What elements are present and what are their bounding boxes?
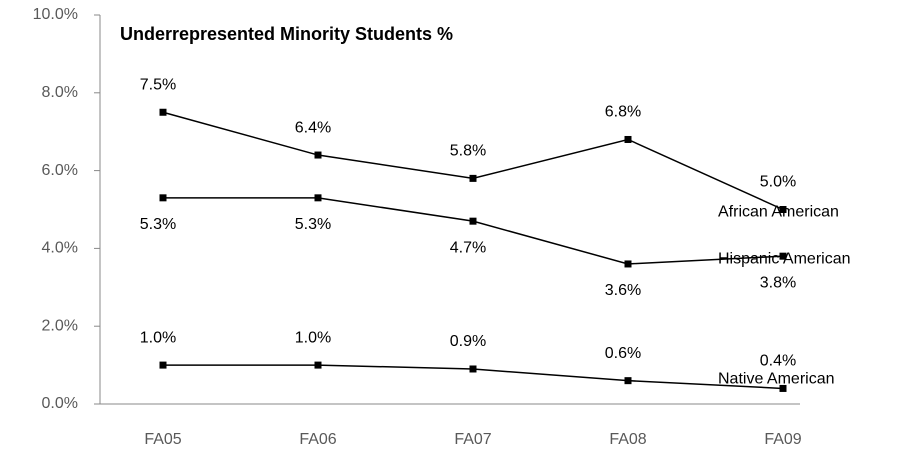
data-label: 6.4% xyxy=(295,119,331,136)
series-name: Native American xyxy=(718,371,835,388)
x-tick-label: FA06 xyxy=(299,431,336,448)
data-label: 4.7% xyxy=(450,239,486,256)
x-tick-label: FA08 xyxy=(609,431,646,448)
data-label: 0.4% xyxy=(760,353,796,370)
point-marker xyxy=(779,206,787,213)
data-label: 1.0% xyxy=(295,329,331,346)
data-label: 3.6% xyxy=(605,282,641,299)
series-name: African American xyxy=(718,204,839,221)
x-tick-label: FA05 xyxy=(144,431,181,448)
y-tick-label: 6.0% xyxy=(42,162,78,179)
data-label: 0.9% xyxy=(450,333,486,350)
series-line xyxy=(162,111,784,211)
series-name: Hispanic American xyxy=(718,250,851,267)
x-tick-label: FA09 xyxy=(764,431,801,448)
y-tick-label: 10.0% xyxy=(33,6,78,23)
data-label: 7.5% xyxy=(140,76,176,93)
point-marker xyxy=(469,365,477,373)
chart-title: Underrepresented Minority Students % xyxy=(120,24,453,44)
data-label: 1.0% xyxy=(140,329,176,346)
y-tick-label: 0.0% xyxy=(42,395,78,412)
point-marker xyxy=(469,217,477,225)
point-marker xyxy=(159,108,167,116)
point-marker xyxy=(779,252,787,260)
point-marker xyxy=(779,384,787,392)
data-label: 5.3% xyxy=(140,216,176,233)
data-label: 5.3% xyxy=(295,216,331,233)
point-marker xyxy=(624,377,632,385)
point-marker xyxy=(314,151,322,159)
point-marker xyxy=(159,194,167,202)
data-label: 5.8% xyxy=(450,143,486,160)
y-tick-label: 8.0% xyxy=(42,84,78,101)
data-label: 5.0% xyxy=(760,174,796,191)
point-marker xyxy=(314,194,322,202)
point-marker xyxy=(624,260,632,268)
point-marker xyxy=(159,361,167,369)
data-label: 6.8% xyxy=(605,104,641,121)
data-label: 3.8% xyxy=(760,274,796,291)
y-tick-label: 2.0% xyxy=(42,317,78,334)
point-marker xyxy=(624,135,632,143)
data-label: 0.6% xyxy=(605,345,641,362)
x-tick-label: FA07 xyxy=(454,431,491,448)
y-tick-label: 4.0% xyxy=(42,240,78,257)
point-marker xyxy=(314,361,322,369)
point-marker xyxy=(469,174,477,182)
